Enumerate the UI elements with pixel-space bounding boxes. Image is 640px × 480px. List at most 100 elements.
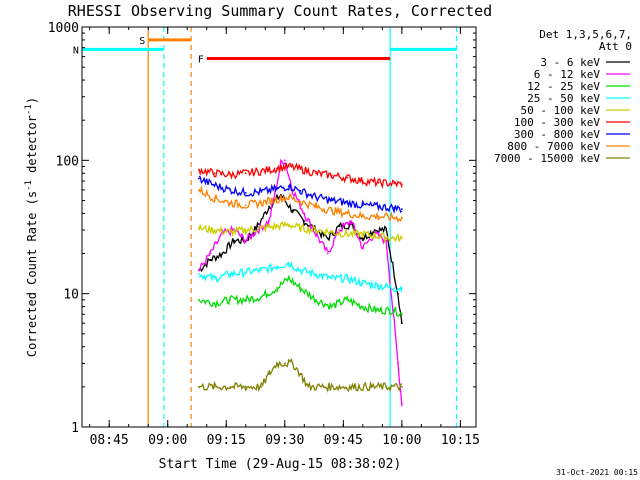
data-point [276,362,278,365]
data-point [299,227,302,230]
series-line [198,274,403,317]
data-point [213,184,216,187]
data-point [322,385,325,388]
data-point [260,295,263,298]
data-point [276,225,278,228]
data-point [198,177,200,180]
data-point [283,159,286,162]
x-tick-label: 10:00 [382,433,421,448]
y-tick-label: 100 [56,154,79,169]
data-point [291,362,294,365]
data-point [244,204,247,207]
data-point [315,273,317,276]
data-point [397,292,399,295]
data-point [377,235,380,238]
plot-frame [81,26,477,428]
data-point [229,231,232,233]
data-point [393,287,395,290]
data-point [393,217,395,219]
data-point [256,225,259,228]
data-point [326,237,329,240]
data-point [198,269,200,272]
data-point [397,362,399,365]
data-point [354,385,356,388]
data-point [299,269,302,272]
legend-label: 6 - 12 keV [534,68,601,81]
x-axis-label: Start Time (29-Aug-15 08:38:02) [159,457,402,472]
data-point [260,269,263,272]
data-point [229,298,232,301]
data-point [229,189,232,191]
data-point [385,385,388,388]
legend-title-2: Att 0 [599,40,632,53]
axes: 08:45 09:00 09:15 09:30 09:45 10:00 10:15 1 10 10… [48,21,480,448]
data-point [393,182,395,185]
data-point [287,165,290,168]
data-point [244,271,247,274]
data-point [330,209,333,212]
legend-label: 3 - 6 keV [540,56,600,69]
series-line [198,158,403,407]
legend-label: 300 - 800 keV [514,128,600,141]
data-point [338,229,341,231]
data-point [330,277,333,280]
data-point [299,168,302,170]
legend-label: 12 - 25 keV [527,80,600,93]
data-point [400,287,403,290]
data-point [400,322,403,325]
data-point [287,277,290,280]
data-point [198,227,200,230]
series-100-300-kev [198,162,403,190]
x-tick-label: 09:15 [207,433,246,448]
x-tick-label: 09:00 [148,433,187,448]
series-800-7000-kev [198,185,403,223]
data-point [244,298,247,301]
data-point [260,385,263,388]
data-point [400,313,403,316]
data-point [198,385,200,388]
data-point [244,239,247,242]
data-point [209,252,212,255]
data-point [346,176,349,179]
data-point [209,258,212,261]
y-axis-label: Corrected Count Rate (s-1 detector-1) [24,97,39,357]
legend-label: 25 - 50 keV [527,92,600,105]
data-point [283,362,286,365]
data-point [361,305,364,308]
data-point [213,229,216,231]
data-point [299,287,302,290]
data-point [400,402,403,405]
data-point [377,181,380,184]
data-point [198,168,200,171]
data-point [299,189,302,192]
data-point [260,190,263,193]
data-point [276,188,278,190]
data-point [326,252,329,255]
data-point [315,172,317,175]
series-50-100-kev [198,220,403,244]
data-point [346,233,349,235]
data-point [361,237,364,240]
data-point [400,183,403,186]
data-point [229,173,232,176]
x-tick-label: 09:45 [324,433,363,448]
data-point [369,385,372,388]
data-point [213,385,216,388]
data-point [221,252,224,255]
data-point [287,196,290,198]
data-point [244,229,247,231]
data-point [276,287,278,290]
series-25-50-kev [198,260,403,293]
data-point [361,247,364,249]
data-point [244,172,247,175]
data-point [393,206,395,209]
data-point [400,385,403,388]
data-point [361,204,364,207]
data-point [361,180,364,182]
x-tick-label: 09:30 [265,433,304,448]
series-line [198,220,403,244]
legend-label: 7000 - 15000 keV [494,152,600,165]
data-point [260,201,263,204]
series-line [198,175,403,214]
x-tick-label: 10:15 [441,433,480,448]
